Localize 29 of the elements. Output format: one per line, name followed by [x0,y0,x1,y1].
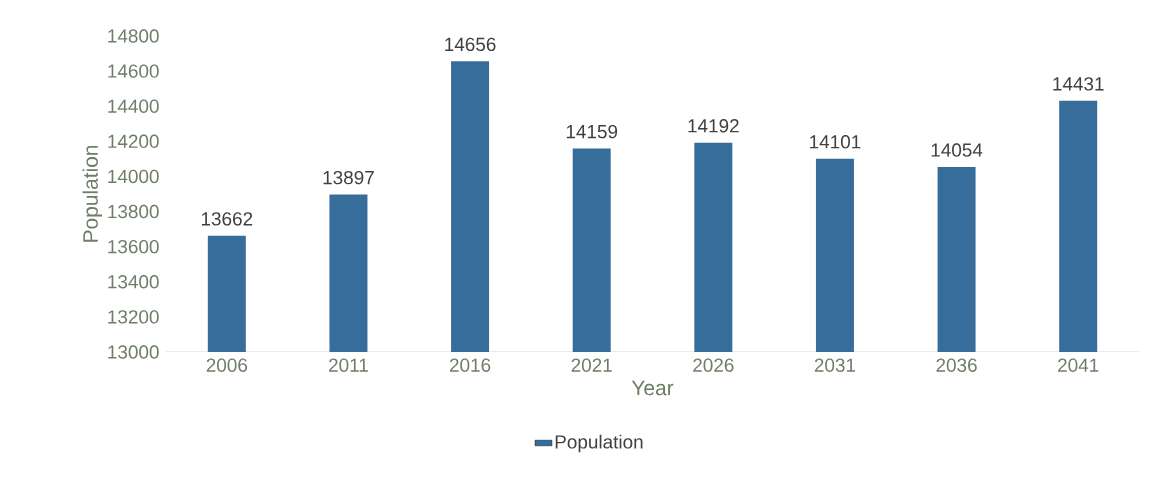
x-tick-label: 2011 [329,358,368,372]
x-tick-label: 2026 [693,358,734,372]
y-tick-label: 14800 [108,29,159,43]
x-tick-label: 2041 [1058,358,1099,372]
y-tick-label: 13000 [108,345,159,359]
x-tick-label: 2031 [814,358,856,372]
data-label: 13662 [201,212,253,226]
data-label: 14159 [566,124,618,139]
data-label: 14192 [688,119,739,133]
x-tick-label: 2021 [571,358,612,372]
data-label: 14054 [931,143,983,157]
y-tick-label: 13600 [108,239,159,254]
data-label: 13897 [323,170,374,185]
data-label: 14431 [1053,77,1104,91]
data-label: 14101 [810,135,861,149]
y-tick-label: 14200 [108,134,159,149]
x-tick-label: 2016 [449,358,491,372]
x-tick-label: 2006 [206,358,248,372]
y-tick-label: 13400 [108,275,159,289]
x-tick-label: 2036 [936,358,977,372]
data-label: 14656 [445,37,496,52]
y-tick-label: 13200 [108,310,159,324]
y-tick-label: 14000 [108,169,159,184]
x-axis-title: Year [631,380,674,396]
y-tick-label: 13800 [108,204,159,219]
y-axis-title: Population [82,145,103,242]
y-tick-label: 14400 [108,99,159,113]
y-tick-label: 14600 [108,64,159,78]
legend-label: Population [555,434,643,453]
